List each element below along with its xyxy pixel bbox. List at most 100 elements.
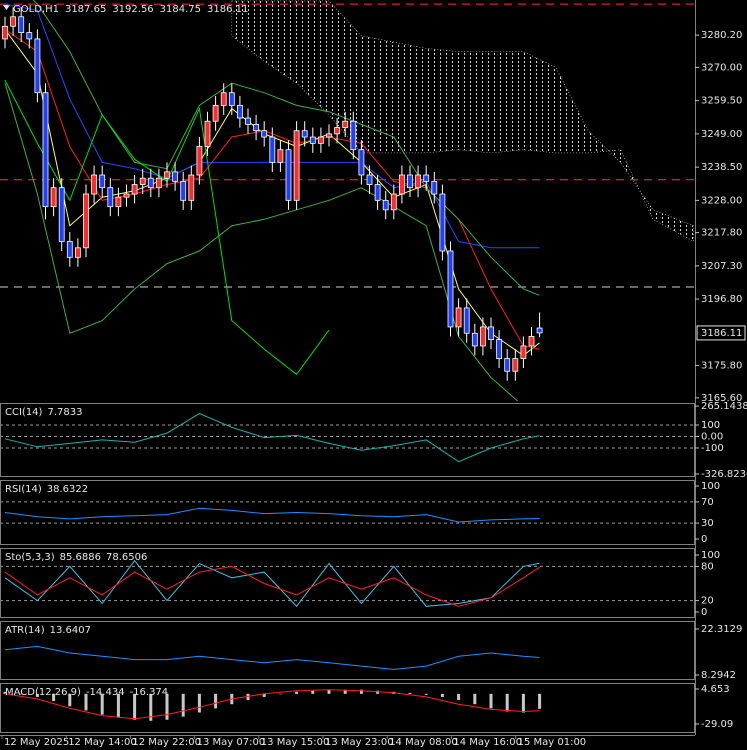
candle-body bbox=[164, 171, 170, 179]
histogram-bar bbox=[214, 693, 218, 709]
candle-body bbox=[488, 326, 494, 340]
candle-body bbox=[317, 136, 324, 144]
histogram-bar bbox=[521, 693, 525, 713]
candle-body bbox=[188, 174, 195, 201]
indicator-value: -16.374 bbox=[130, 687, 169, 698]
candle-body bbox=[261, 130, 268, 138]
x-tick-label: 12 May 22:00 bbox=[132, 737, 201, 748]
y-tick-label: 3175.80 bbox=[701, 361, 742, 372]
indicator-line bbox=[4, 559, 540, 608]
histogram-bar bbox=[424, 693, 428, 695]
y-tick-label: 0 bbox=[701, 534, 707, 545]
candle-body bbox=[390, 193, 397, 211]
candle-body bbox=[245, 117, 251, 125]
current-price-box bbox=[696, 325, 746, 341]
candle-body bbox=[34, 38, 41, 94]
panel bbox=[0, 501, 695, 524]
candle-body bbox=[131, 184, 138, 195]
indicator-value: 7.7833 bbox=[47, 407, 82, 418]
candle-body bbox=[293, 130, 300, 201]
y-tick-label: 3280.20 bbox=[701, 30, 742, 41]
indicator-value: -14.434 bbox=[86, 687, 125, 698]
y-tick-label: 3228.00 bbox=[701, 195, 742, 206]
ohlc-value: 3186.11 bbox=[207, 4, 248, 15]
candle-body bbox=[147, 177, 154, 189]
candle-body bbox=[504, 358, 511, 372]
ohlc-value: 3184.75 bbox=[160, 4, 201, 15]
histogram-bar bbox=[133, 693, 137, 720]
indicator-title: CCI(14) 7.7833 bbox=[5, 407, 82, 418]
candle-body bbox=[212, 104, 219, 122]
candle-body bbox=[366, 174, 373, 185]
y-tick-label: 0 bbox=[701, 607, 707, 618]
histogram-bar bbox=[440, 693, 444, 697]
indicator-value: 38.6322 bbox=[47, 484, 88, 495]
candle-body bbox=[334, 127, 341, 135]
y-tick-label: 100 bbox=[701, 481, 720, 492]
candle-body bbox=[358, 149, 365, 176]
candle-body bbox=[155, 177, 162, 189]
candle-body bbox=[75, 247, 81, 258]
indicator-line bbox=[4, 645, 540, 670]
histogram-bar bbox=[311, 690, 315, 694]
x-tick-label: 14 May 08:00 bbox=[389, 737, 458, 748]
y-tick-label: 3196.80 bbox=[701, 294, 742, 305]
histogram-bar bbox=[457, 693, 461, 701]
y-tick-label: 265.1438 bbox=[701, 401, 747, 412]
y-tick-label: 80 bbox=[701, 561, 714, 572]
panel-frame bbox=[0, 621, 695, 680]
panel bbox=[0, 0, 695, 401]
panel-frame bbox=[0, 480, 695, 545]
histogram-bar bbox=[505, 693, 509, 712]
y-tick-label: 22.3129 bbox=[701, 624, 742, 635]
indicator-title: ATR(14) 13.6407 bbox=[5, 625, 91, 636]
histogram-bar bbox=[68, 693, 72, 707]
candle-body bbox=[342, 120, 349, 128]
y-tick-label: 30 bbox=[701, 518, 714, 529]
y-tick-label: 8.2942 bbox=[701, 670, 736, 681]
indicator-title: Sto(5,3,3) 85.6886 78.6506 bbox=[5, 552, 147, 563]
candle-body bbox=[407, 174, 413, 189]
candle-body bbox=[520, 345, 527, 359]
x-tick-label: 12 May 2025 bbox=[4, 737, 69, 748]
symbol-menu-arrow[interactable] bbox=[3, 5, 10, 10]
candle-body bbox=[496, 339, 503, 359]
candle-body bbox=[471, 332, 478, 347]
y-tick-label: 0.00 bbox=[701, 432, 723, 443]
indicator-value: 85.6886 bbox=[60, 552, 101, 563]
y-tick-label: -100 bbox=[701, 443, 724, 454]
current-price: 3186.11 bbox=[701, 328, 742, 339]
histogram-bar bbox=[197, 693, 201, 713]
indicator-value: 13.6407 bbox=[50, 625, 91, 636]
candle-body bbox=[42, 92, 49, 208]
panel-frame bbox=[0, 548, 695, 618]
y-tick-label: 3217.80 bbox=[701, 228, 742, 239]
histogram-bar bbox=[246, 693, 250, 701]
candle-body bbox=[99, 174, 106, 189]
candle-body bbox=[463, 307, 470, 334]
ohlc-value: 3192.56 bbox=[112, 4, 153, 15]
candle-body bbox=[196, 146, 203, 176]
ichimoku-cloud bbox=[231, 0, 694, 243]
histogram-bar bbox=[327, 689, 331, 694]
candle-body bbox=[58, 187, 65, 242]
candle-body bbox=[26, 32, 33, 40]
candle-body bbox=[374, 184, 381, 201]
histogram-bar bbox=[52, 693, 56, 702]
histogram-bar bbox=[262, 693, 266, 697]
candle-body bbox=[10, 16, 17, 27]
y-tick-label: 3238.50 bbox=[701, 162, 742, 173]
candle-body bbox=[536, 327, 543, 334]
indicator-title: MACD(12,26,9) -14.434 -16.374 bbox=[5, 687, 168, 698]
indicator-name: Sto(5,3,3) bbox=[5, 552, 55, 563]
indicator-name: CCI(14) bbox=[5, 407, 43, 418]
candle-body bbox=[172, 171, 179, 182]
panel-frame bbox=[0, 683, 695, 733]
candle-body bbox=[309, 136, 316, 144]
candle-body bbox=[455, 307, 462, 328]
candle-body bbox=[83, 193, 89, 249]
panel bbox=[0, 559, 695, 608]
indicator-name: MACD(12,26,9) bbox=[5, 687, 81, 698]
indicator-line bbox=[4, 507, 540, 523]
candle-body bbox=[228, 92, 235, 106]
